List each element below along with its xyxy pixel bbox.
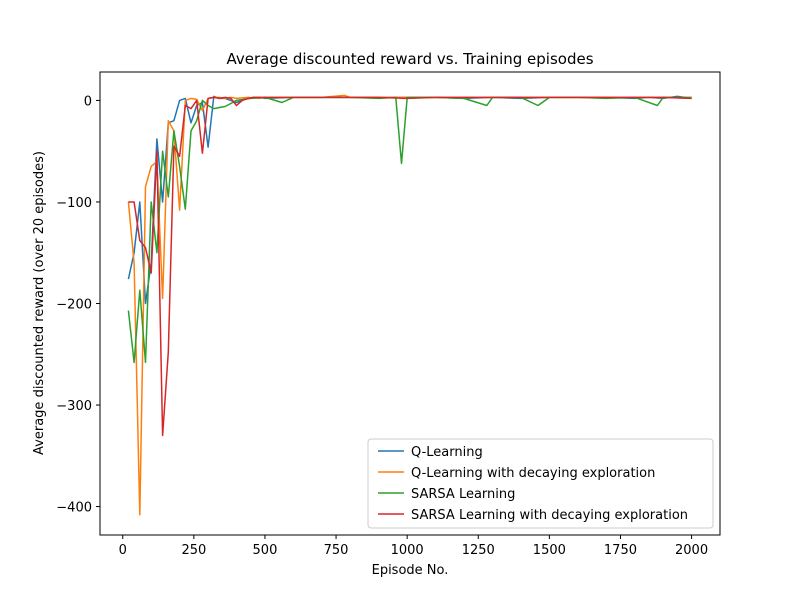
y-axis: −400 −300 −200 −100 0 — [56, 94, 100, 516]
x-axis-label: Episode No. — [372, 563, 449, 578]
legend-entry-1: Q-Learning with decaying exploration — [411, 466, 655, 481]
x-tick-label: 2000 — [675, 543, 708, 558]
x-tick-label: 0 — [119, 543, 127, 558]
legend: Q-Learning Q-Learning with decaying explo… — [367, 438, 714, 529]
x-tick-label: 1500 — [533, 543, 566, 558]
y-tick-label: −200 — [56, 298, 92, 313]
legend-box — [367, 438, 714, 529]
y-tick-label: −300 — [56, 399, 92, 414]
legend-entry-0: Q-Learning — [411, 445, 483, 460]
x-tick-label: 750 — [324, 543, 349, 558]
y-tick-label: −100 — [56, 196, 92, 211]
chart-title: Average discounted reward vs. Training e… — [226, 50, 593, 68]
y-tick-label: −400 — [56, 501, 92, 516]
x-tick-label: 1250 — [462, 543, 495, 558]
x-axis: 0 250 500 750 1000 1250 1500 1750 2000 — [119, 535, 708, 558]
legend-entry-2: SARSA Learning — [411, 487, 515, 502]
series-line-3 — [128, 96, 692, 437]
x-tick-label: 500 — [253, 543, 278, 558]
x-tick-label: 250 — [181, 543, 206, 558]
y-axis-label: Average discounted reward (over 20 episo… — [32, 151, 47, 455]
series-layer — [127, 94, 692, 516]
x-tick-label: 1000 — [391, 543, 424, 558]
legend-entry-3: SARSA Learning with decaying exploration — [411, 508, 688, 523]
y-tick-label: 0 — [84, 94, 92, 109]
x-tick-label: 1750 — [604, 543, 637, 558]
